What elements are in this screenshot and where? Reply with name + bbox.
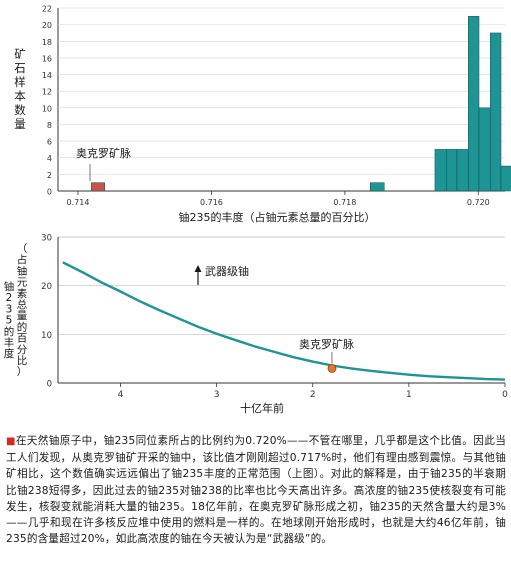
bottom-y-axis-title-char: 5 bbox=[6, 315, 13, 327]
bottom-x-tick-label: 2 bbox=[310, 390, 316, 400]
bottom-y-axis-title-char: 元 bbox=[17, 277, 28, 289]
top-y-axis-title-char: 数 bbox=[14, 103, 26, 117]
arrow-up-icon bbox=[194, 265, 202, 272]
top-x-axis-title: 铀235的丰度（占铀元素总量的百分比） bbox=[179, 210, 376, 224]
weapons-grade-marker: 武器级铀 bbox=[194, 264, 249, 285]
top-y-axis-title-char: 样 bbox=[14, 75, 26, 89]
bottom-y-axis-title-char: 占 bbox=[17, 253, 28, 266]
histogram-bar bbox=[490, 32, 502, 192]
top-x-tick-label: 0.720 bbox=[467, 198, 490, 207]
oklo-data-point bbox=[327, 363, 337, 373]
histogram-bar bbox=[434, 149, 447, 192]
weapons-grade-label: 武器级铀 bbox=[205, 264, 249, 278]
top-y-tick-label: 2 bbox=[47, 171, 52, 180]
bottom-y-axis-title-char: 铀 bbox=[17, 264, 28, 277]
top-y-tick-label: 0 bbox=[47, 188, 52, 197]
figure-caption: ■在天然铀原子中，铀235同位素所占的比例约为0.720%——不管在哪里，几乎都… bbox=[6, 433, 506, 547]
histogram-bar bbox=[446, 149, 458, 192]
top-y-tick-label: 14 bbox=[42, 71, 52, 80]
uranium-235-decay-line bbox=[62, 261, 506, 381]
top-y-axis-title-char: 量 bbox=[14, 117, 26, 131]
caption-marker: ■ bbox=[6, 436, 16, 447]
bottom-y-axis-title-char: 度 bbox=[4, 347, 15, 360]
bottom-y-axis-title-char: 总 bbox=[17, 298, 28, 311]
histogram-bar bbox=[456, 149, 469, 192]
bottom-y-axis-title-char: 的 bbox=[4, 325, 15, 338]
top-y-tick-label: 16 bbox=[42, 54, 52, 63]
bottom-y-tick-label: 30 bbox=[41, 234, 52, 244]
top-y-tick-label: 12 bbox=[42, 88, 52, 97]
top-y-tick-label: 18 bbox=[42, 38, 52, 47]
bottom-y-axis-title-char: 分 bbox=[17, 344, 28, 356]
bottom-y-axis-title-char: 百 bbox=[17, 333, 28, 345]
histogram-chart: 0 2 4 6 8 10 12 14 16 18 20 22 0.714 0.716 0.718 0.720… bbox=[14, 5, 511, 224]
bottom-y-axis-title-char: 量 bbox=[17, 310, 28, 322]
bottom-y-axis-title-char: 丰 bbox=[4, 336, 15, 349]
bottom-x-tick-label: 4 bbox=[118, 390, 124, 400]
top-y-tick-label: 6 bbox=[47, 138, 52, 147]
bottom-y-axis-title-char: 铀 bbox=[4, 280, 15, 293]
bottom-y-axis-title-char: 比 bbox=[17, 354, 28, 367]
bottom-y-axis-title-char: 2 bbox=[6, 292, 13, 304]
oklo-annotation: 奥克罗矿脉 bbox=[76, 146, 131, 160]
top-y-axis-title-char: 石 bbox=[14, 61, 26, 75]
top-x-tick-label: 0.718 bbox=[333, 198, 356, 207]
bottom-y-tick-label: 10 bbox=[41, 331, 52, 341]
bottom-y-tick-label: 20 bbox=[41, 282, 52, 292]
bottom-x-tick-label: 3 bbox=[214, 390, 220, 400]
bottom-y-axis-title-char: 的 bbox=[17, 320, 28, 333]
bottom-x-tick-label: 0 bbox=[502, 390, 508, 400]
top-y-tick-label: 10 bbox=[42, 104, 52, 113]
bottom-y-axis-title-char: （ bbox=[17, 243, 28, 255]
top-y-tick-label: 8 bbox=[47, 121, 52, 130]
top-x-tick-label: 0.716 bbox=[200, 198, 223, 207]
histogram-bar bbox=[500, 165, 511, 192]
bottom-y-axis-title-char: ） bbox=[17, 366, 28, 378]
histogram-bar bbox=[468, 16, 480, 192]
top-x-tick-label: 0.714 bbox=[67, 198, 90, 207]
bottom-x-axis-title: 十亿年前 bbox=[240, 401, 284, 415]
histogram-bar-oklo bbox=[91, 182, 105, 192]
bottom-y-axis-title-char: 3 bbox=[6, 303, 13, 315]
caption-text: 在天然铀原子中，铀235同位素所占的比例约为0.720%——不管在哪里，几乎都是… bbox=[6, 435, 506, 546]
oklo-point-label: 奥克罗矿脉 bbox=[299, 337, 354, 351]
bottom-y-tick-label: 0 bbox=[47, 380, 52, 390]
top-y-axis-title-char: 矿 bbox=[14, 47, 26, 61]
histogram-bar bbox=[369, 182, 385, 192]
top-y-tick-label: 20 bbox=[42, 21, 52, 30]
bottom-x-tick-label: 1 bbox=[406, 390, 412, 400]
top-y-tick-label: 22 bbox=[42, 5, 52, 14]
top-y-tick-label: 4 bbox=[47, 154, 52, 163]
top-y-axis-title-char: 本 bbox=[14, 89, 26, 103]
histogram-bar bbox=[478, 107, 491, 192]
bottom-y-axis-title-char: 素 bbox=[17, 287, 28, 300]
